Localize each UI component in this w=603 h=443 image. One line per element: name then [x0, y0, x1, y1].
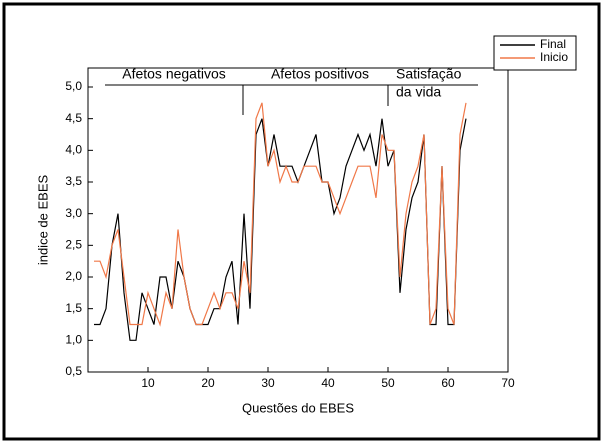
- y-tick-label: 3,5: [65, 174, 82, 188]
- x-tick-label: 50: [381, 376, 395, 390]
- annotation: Afetos positivos: [271, 66, 369, 82]
- legend-label: Inicio: [540, 50, 568, 64]
- series-line: [94, 102, 467, 327]
- annotation: da vida: [396, 84, 441, 100]
- x-tick-label: 40: [321, 376, 335, 390]
- y-tick-label: 2,0: [65, 269, 82, 283]
- x-tick-label: 20: [201, 376, 215, 390]
- x-tick-label: 60: [441, 376, 455, 390]
- x-tick-label: 30: [261, 376, 275, 390]
- y-tick-label: 4,5: [65, 111, 82, 125]
- legend-label: Final: [540, 37, 566, 51]
- y-tick-label: 5,0: [65, 79, 82, 93]
- legend-box: [493, 35, 577, 71]
- y-tick-label: 1,0: [65, 333, 82, 347]
- y-tick-label: 1,5: [65, 301, 82, 315]
- y-tick-label: 4,0: [65, 143, 82, 157]
- series-line: [94, 118, 467, 341]
- plot-frame: [87, 67, 509, 373]
- annotation: Satisfação: [396, 66, 462, 82]
- x-axis-label: Questões do EBES: [242, 400, 354, 415]
- x-tick-label: 70: [501, 376, 515, 390]
- x-tick-label: 10: [141, 376, 155, 390]
- y-axis-label: indice de EBES: [35, 175, 50, 266]
- y-tick-label: 2,5: [65, 238, 82, 252]
- y-tick-label: 3,0: [65, 206, 82, 220]
- y-tick-label: 0,5: [65, 364, 82, 378]
- annotation: Afetos negativos: [122, 66, 226, 82]
